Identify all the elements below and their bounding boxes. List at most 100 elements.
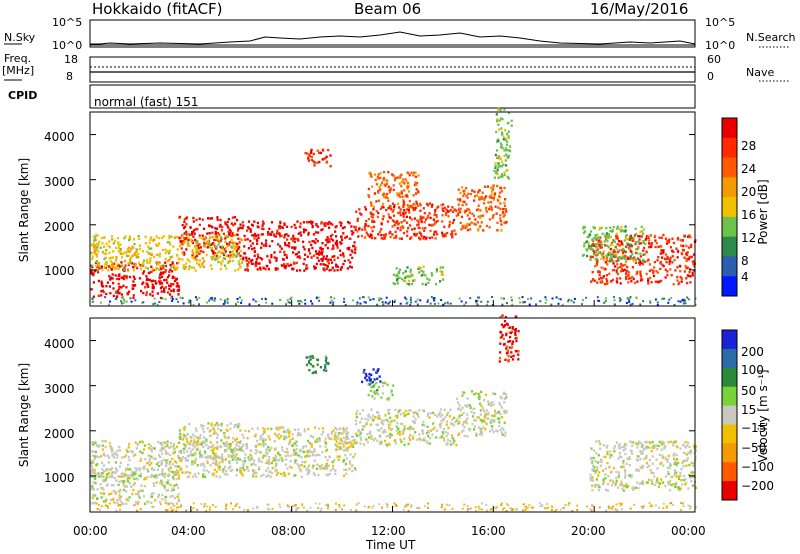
data-cell — [297, 428, 300, 431]
data-cell — [132, 287, 135, 290]
data-cell — [452, 210, 455, 213]
data-cell — [420, 234, 423, 238]
data-cell — [469, 222, 472, 225]
data-cell — [400, 190, 403, 193]
data-cell — [379, 188, 382, 191]
data-cell — [597, 270, 600, 273]
data-cell — [189, 443, 192, 446]
data-cell — [683, 459, 686, 462]
data-cell — [108, 493, 111, 496]
data-cell — [690, 245, 693, 249]
data-cell — [631, 275, 634, 279]
data-cell — [667, 301, 670, 304]
data-cell — [417, 191, 420, 194]
data-cell — [202, 265, 205, 268]
data-cell — [280, 456, 283, 460]
data-cell — [418, 409, 421, 412]
data-cell — [342, 436, 345, 440]
data-cell — [451, 230, 454, 233]
data-cell — [497, 123, 500, 126]
freq-label: Freq. — [4, 52, 32, 65]
data-cell — [201, 234, 204, 237]
data-cell — [304, 253, 307, 256]
data-cell — [236, 243, 239, 246]
data-cell — [130, 256, 133, 259]
data-cell — [397, 271, 400, 275]
data-cell — [91, 454, 95, 457]
data-cell — [187, 442, 190, 445]
data-cell — [604, 244, 607, 247]
data-cell — [152, 285, 155, 288]
data-cell — [449, 408, 452, 411]
data-cell — [101, 448, 105, 451]
data-cell — [239, 446, 242, 449]
data-cell — [451, 206, 454, 209]
data-cell — [625, 462, 628, 465]
data-cell — [498, 417, 501, 420]
data-cell — [348, 462, 351, 465]
data-cell — [503, 154, 506, 158]
data-cell — [500, 397, 503, 400]
data-cell — [502, 135, 505, 139]
data-cell — [439, 266, 442, 269]
data-cell — [158, 301, 161, 303]
data-cell — [264, 298, 267, 301]
data-cell — [228, 228, 231, 231]
data-cell — [442, 235, 445, 238]
data-cell — [193, 439, 196, 442]
data-cell — [679, 474, 682, 477]
data-cell — [686, 251, 689, 254]
data-cell — [327, 433, 330, 436]
data-cell — [354, 251, 357, 254]
data-cell — [652, 472, 655, 475]
data-cell — [238, 238, 242, 241]
date-title: 16/May/2016 — [590, 0, 689, 18]
data-cell — [230, 252, 233, 256]
data-cell — [118, 287, 121, 290]
data-cell — [94, 236, 97, 239]
data-cell — [127, 269, 130, 272]
data-cell — [325, 357, 328, 360]
data-cell — [350, 249, 353, 252]
data-cell — [132, 489, 135, 492]
data-cell — [419, 202, 422, 206]
data-cell — [345, 437, 348, 441]
data-cell — [359, 442, 362, 445]
data-cell — [172, 283, 175, 286]
data-cell — [187, 455, 190, 458]
data-cell — [431, 411, 435, 414]
data-cell — [169, 446, 172, 449]
data-cell — [197, 247, 200, 250]
data-cell — [128, 258, 132, 262]
data-cell — [146, 468, 149, 471]
data-cell — [500, 229, 503, 232]
data-cell — [185, 223, 188, 226]
data-cell — [496, 108, 500, 111]
data-cell — [276, 267, 279, 271]
data-cell — [109, 276, 113, 279]
data-cell — [282, 430, 286, 433]
data-cell — [181, 236, 184, 239]
data-cell — [680, 244, 683, 247]
data-cell — [289, 301, 291, 304]
data-cell — [104, 454, 107, 457]
data-cell — [337, 437, 340, 440]
data-cell — [117, 475, 120, 478]
data-cell — [255, 448, 258, 452]
data-cell — [221, 252, 224, 255]
data-cell — [318, 439, 321, 442]
data-cell — [298, 466, 301, 469]
data-cell — [492, 185, 495, 188]
data-cell — [485, 417, 488, 420]
data-cell — [447, 215, 450, 218]
data-cell — [181, 234, 184, 238]
data-cell — [145, 282, 148, 285]
data-cell — [392, 184, 395, 187]
data-cell — [675, 453, 678, 457]
data-cell — [503, 342, 506, 346]
data-cell — [494, 162, 497, 165]
data-cell — [109, 498, 113, 502]
data-cell — [120, 479, 124, 483]
data-cell — [126, 477, 130, 480]
data-cell — [614, 482, 617, 485]
